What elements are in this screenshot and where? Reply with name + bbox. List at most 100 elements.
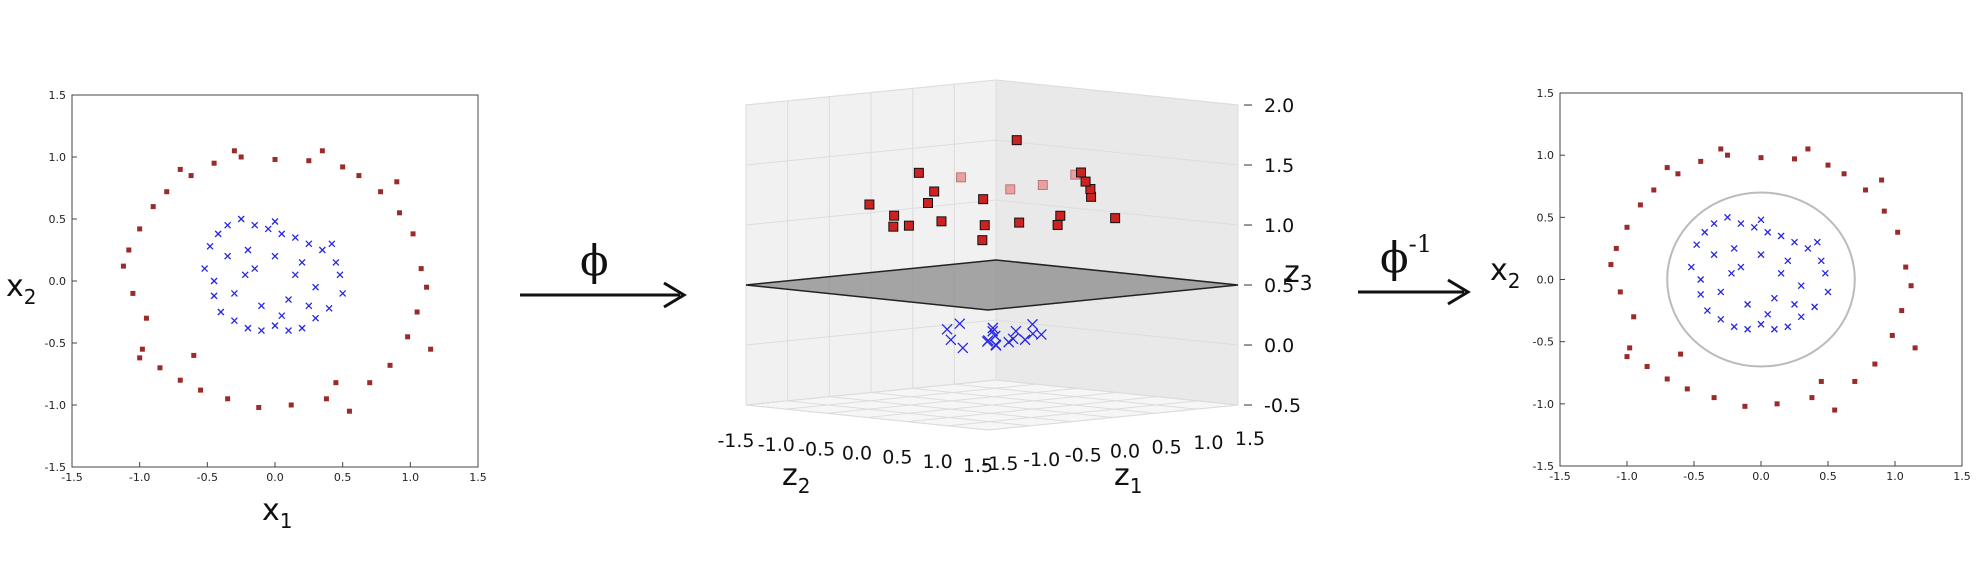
mid-inner-point-stroke-b — [1010, 325, 1022, 337]
left-inner-point-stroke-b — [291, 271, 299, 279]
left-outer-point — [120, 263, 126, 269]
left-inner-point-stroke-b — [291, 234, 299, 242]
left-outer-point — [418, 266, 424, 272]
z1-grid-line — [870, 392, 1114, 418]
mid-xlabel: z2 — [782, 458, 810, 498]
right-outer-point — [1711, 395, 1717, 401]
z-tick-label: 0.0 — [1264, 335, 1294, 357]
right-outer-point — [1903, 264, 1909, 270]
left-inner-point-stroke-b — [271, 252, 279, 260]
right-ytick-label: 1.5 — [1537, 87, 1555, 100]
mid-inner-point — [957, 342, 969, 354]
mid-outer-point — [978, 194, 989, 205]
right-inner-point — [1770, 294, 1778, 302]
mid-outer-point — [1076, 167, 1086, 178]
right-inner-point-stroke-b — [1757, 251, 1765, 259]
mid-inner-point — [1027, 318, 1038, 330]
right-inner-point-stroke-b — [1693, 241, 1701, 249]
left-inner-point-stroke-b — [271, 218, 279, 225]
left-outer-point — [356, 173, 362, 179]
left-ytick-label: -0.5 — [45, 337, 66, 350]
z1-grid-line — [787, 400, 1030, 427]
right-outer-point — [1624, 354, 1630, 360]
left-xtick-label: -0.5 — [197, 471, 218, 484]
z-tick-label: -0.5 — [1264, 395, 1301, 417]
right-inner-point — [1764, 228, 1772, 236]
mid-outer-point — [929, 186, 940, 197]
left-outer-point — [288, 402, 294, 408]
left-outer-point — [211, 160, 217, 166]
right-inner-point — [1791, 238, 1798, 246]
right-xtick-label: 1.5 — [1953, 470, 1971, 483]
left-inner-point — [230, 317, 238, 325]
mid-inner-point-stroke-b — [990, 339, 1002, 351]
mid-outer-point — [888, 221, 899, 232]
left-inner-point — [251, 265, 259, 273]
left-outer-point — [387, 362, 393, 368]
left-inner-point — [298, 258, 306, 266]
left-inner-point-stroke-b — [251, 221, 259, 229]
left-inner-point-stroke-b — [318, 246, 326, 254]
left-inner-point-stroke-b — [224, 252, 232, 260]
right-xtick-label: -0.5 — [1683, 470, 1704, 483]
right-outer-point — [1774, 401, 1780, 407]
mid-inner-point — [989, 330, 1001, 342]
left-inner-point — [271, 322, 279, 330]
mid-outer-point — [1014, 217, 1025, 228]
right-inner-point — [1757, 320, 1765, 328]
left-inner-point — [210, 292, 218, 300]
right-inner-point — [1701, 228, 1709, 236]
right-inner-point-stroke-b — [1717, 288, 1725, 296]
right-inner-point-stroke-b — [1817, 257, 1825, 265]
mid-inner-point-stroke-b — [1019, 334, 1031, 346]
phi-inverse-label: ϕ-1 — [1380, 230, 1432, 282]
left-outer-point — [198, 387, 204, 393]
right-inner-point — [1697, 276, 1705, 283]
mid-inner-point — [945, 334, 957, 346]
left-xtick-label: 1.0 — [402, 471, 420, 484]
z1-tick-label: 0.0 — [1110, 441, 1140, 463]
left-inner-point — [312, 314, 320, 322]
right-inner-point — [1730, 323, 1738, 331]
right-inner-point — [1730, 244, 1738, 252]
left-inner-point — [271, 252, 279, 260]
left-outer-point — [238, 154, 244, 160]
left-outer-point — [130, 290, 136, 296]
left-inner-point-stroke-b — [298, 258, 306, 266]
right-inner-point — [1737, 220, 1745, 228]
left-outer-point — [319, 148, 325, 154]
left-inner-point-stroke-b — [328, 240, 336, 248]
right-ytick-label: -1.5 — [1533, 460, 1554, 473]
right-outer-point — [1664, 165, 1670, 171]
left-inner-point-stroke-b — [305, 240, 313, 248]
right-outer-point — [1631, 314, 1637, 320]
left-inner-point — [312, 283, 320, 291]
mid-inner-point-stroke-b — [1035, 329, 1047, 341]
left-inner-point-stroke-b — [206, 242, 214, 250]
left-ytick-label: 0.0 — [49, 275, 67, 288]
mid-inner-point-stroke-b — [1027, 328, 1039, 340]
right-inner-point-stroke-b — [1764, 228, 1772, 236]
mid-outer-point — [977, 235, 988, 246]
right-outer-point — [1852, 378, 1858, 384]
z2-tick-label: -1.0 — [758, 434, 795, 456]
right-xtick-label: -1.0 — [1616, 470, 1637, 483]
left-inner-point-stroke-b — [258, 327, 265, 335]
right-inner-point-stroke-b — [1777, 232, 1785, 240]
z1-grid-line — [745, 404, 989, 431]
left-inner-point — [217, 308, 225, 316]
left-ytick-label: -1.0 — [45, 399, 66, 412]
left-inner-point — [258, 327, 265, 335]
right-inner-point-stroke-b — [1777, 269, 1785, 277]
right-inner-point — [1750, 223, 1758, 231]
left-outer-point — [272, 156, 278, 162]
right-inner-point-stroke-b — [1737, 263, 1745, 271]
mid-outer-point — [1080, 176, 1091, 187]
mid-inner-point-stroke-b — [954, 318, 966, 330]
mid-inner-point-stroke-b — [982, 335, 994, 346]
left-inner-point-stroke-b — [237, 215, 245, 223]
left-inner-point-stroke-b — [305, 302, 313, 310]
mid-outer-point — [1055, 210, 1066, 221]
right-xtick-label: 0.5 — [1819, 470, 1837, 483]
mid-inner-point — [1007, 333, 1019, 345]
